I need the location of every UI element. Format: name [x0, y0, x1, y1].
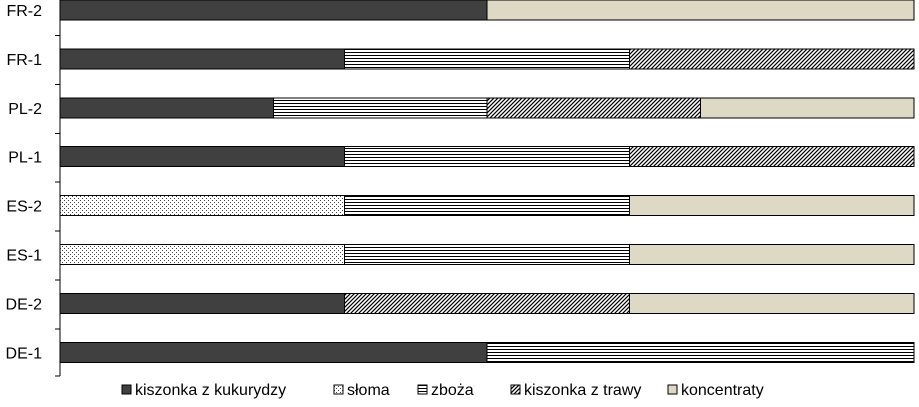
bar-segment-es-1-s2: [344, 244, 630, 265]
legend-label-3: kiszonka z trawy: [524, 382, 641, 399]
bar-segment-pl-1-s2: [344, 146, 630, 168]
category-label: DE-1: [6, 345, 43, 362]
bar-segment-es-2-s1: [59, 195, 346, 217]
bar-segment-fr-1-s0: [59, 48, 346, 70]
bar-segment-de-1-s2: [486, 341, 915, 363]
category-label: ES-2: [6, 199, 42, 216]
bar-segment-pl-2-s3: [486, 97, 701, 119]
legend: kiszonka z kukurydzy słoma zboża kiszonka z…: [121, 382, 764, 399]
legend-swatch-4: [667, 384, 678, 395]
bar-segment-de-2-s3: [344, 292, 630, 314]
legend-label-0: kiszonka z kukurydzy: [135, 382, 286, 399]
bar-segment-es-2-s2: [344, 195, 630, 217]
category-label: DE-2: [6, 296, 43, 313]
legend-label-4: koncentraty: [681, 382, 764, 399]
legend-swatch-3: [510, 384, 521, 395]
legend-swatch-1: [333, 384, 344, 395]
legend-swatch-0: [121, 384, 132, 395]
bar-segment-es-2-s4: [628, 195, 915, 217]
legend-label-2: zboża: [431, 382, 474, 399]
legend-swatch-2: [417, 384, 428, 395]
plot-area: FR-2 FR-1 PL-2 PL-1 ES-2 ES-1 DE-2 DE-1: [6, 0, 915, 377]
bar-segment-de-1-s0: [59, 341, 488, 363]
bar-segment-fr-1-s2: [344, 48, 630, 70]
category-label: PL-2: [8, 101, 42, 118]
bar-segment-fr-2-s0: [59, 0, 488, 21]
category-label: FR-2: [6, 3, 42, 20]
bar-segment-es-1-s1: [59, 244, 346, 265]
category-label: PL-1: [8, 150, 42, 167]
bar-segment-pl-1-s0: [59, 146, 346, 168]
bar-segment-pl-1-s3: [628, 146, 915, 168]
bar-segment-de-2-s0: [59, 292, 346, 314]
bar-segment-pl-2-s0: [59, 97, 274, 119]
bar-segment-pl-2-s2: [273, 97, 488, 119]
bar-segment-fr-1-s3: [628, 48, 915, 70]
bar-segment-de-2-s4: [628, 292, 915, 314]
bar-segment-fr-2-s4: [486, 0, 915, 21]
bar-segment-es-1-s4: [628, 244, 915, 265]
category-label: FR-1: [6, 52, 42, 69]
legend-label-1: słoma: [347, 382, 390, 399]
category-label: ES-1: [6, 248, 42, 265]
bar-segment-pl-2-s4: [700, 97, 915, 119]
